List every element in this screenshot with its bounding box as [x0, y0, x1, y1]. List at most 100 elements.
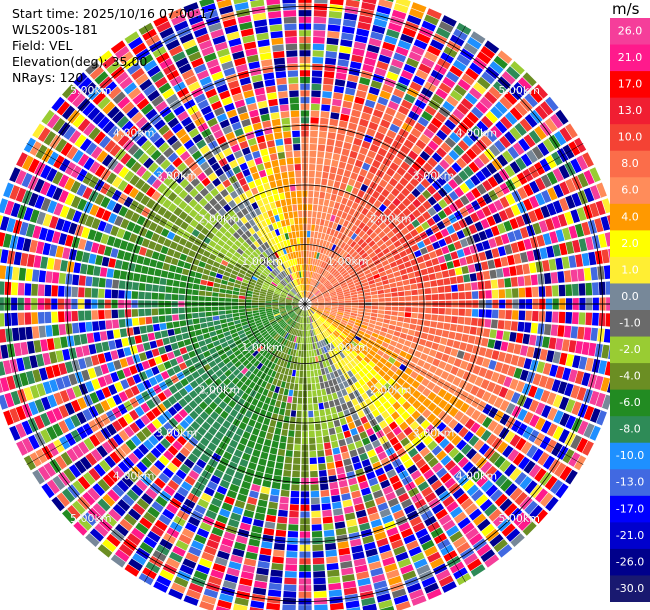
ppi-gate [257, 256, 264, 263]
ppi-gate [376, 251, 385, 259]
ppi-gate [475, 356, 484, 366]
ppi-gate [463, 325, 471, 334]
ppi-gate [179, 447, 191, 458]
ppi-gate [290, 312, 296, 318]
ppi-gate [488, 451, 501, 464]
ppi-gate [427, 196, 437, 206]
ppi-gate [533, 248, 542, 261]
ppi-gate [484, 348, 493, 359]
ppi-gate [308, 257, 311, 265]
ppi-gate [388, 575, 402, 586]
ppi-gate [448, 268, 456, 277]
ppi-gate [94, 365, 103, 377]
ppi-gate [339, 267, 346, 274]
ppi-gate [101, 256, 110, 267]
ppi-gate [141, 426, 152, 438]
ppi-gate [361, 321, 369, 326]
ppi-gate [216, 485, 228, 495]
ppi-gate [302, 330, 305, 337]
ppi-gate [487, 394, 498, 406]
ppi-gate [545, 285, 552, 297]
ppi-gate [370, 291, 378, 295]
ppi-gate [328, 17, 342, 26]
ppi-gate [476, 543, 492, 557]
ppi-gate [183, 262, 192, 270]
ppi-gate [336, 313, 343, 318]
ppi-gate [308, 316, 311, 323]
ppi-gate [195, 442, 206, 453]
ppi-gate [112, 130, 125, 143]
ppi-gate [13, 342, 22, 357]
ppi-gate [312, 315, 316, 321]
ppi-gate [58, 174, 70, 188]
ppi-gate [135, 522, 149, 535]
ppi-gate [123, 347, 132, 357]
ppi-gate [208, 533, 222, 543]
ppi-gate [451, 284, 458, 292]
ppi-gate [255, 319, 262, 325]
ppi-gate [412, 400, 422, 410]
ppi-gate [384, 77, 396, 88]
ppi-gate [133, 148, 145, 160]
ppi-gate [431, 314, 438, 321]
ppi-gate [211, 235, 220, 243]
ppi-gate [285, 286, 291, 291]
ppi-gate [363, 244, 371, 252]
ppi-gate [298, 390, 303, 398]
ppi-gate [346, 129, 356, 137]
ppi-gate [565, 469, 578, 485]
ppi-gate [162, 199, 172, 209]
ppi-gate [314, 376, 320, 384]
ppi-gate [312, 544, 324, 551]
ppi-gate [492, 212, 502, 224]
ppi-gate [296, 323, 300, 330]
ppi-gate [319, 191, 326, 199]
ppi-gate [355, 284, 363, 289]
ppi-gate [513, 367, 523, 379]
ppi-gate [402, 391, 412, 400]
ppi-gate [343, 394, 351, 403]
ppi-gate [262, 403, 269, 411]
ppi-gate [335, 405, 343, 413]
ppi-gate [212, 287, 220, 293]
ppi-gate [335, 460, 344, 468]
ppi-gate [488, 144, 501, 157]
ppi-gate [166, 462, 178, 473]
ppi-gate [329, 0, 344, 6]
ppi-gate [411, 410, 421, 420]
ppi-gate [402, 322, 410, 329]
ppi-gate [286, 317, 292, 323]
ppi-gate [317, 308, 324, 312]
ppi-gate [171, 582, 186, 594]
ppi-gate [322, 360, 327, 368]
ppi-gate [381, 235, 390, 243]
ppi-gate [295, 350, 299, 357]
ppi-gate [276, 455, 285, 463]
ppi-gate [153, 166, 164, 178]
ppi-gate [46, 426, 58, 440]
ppi-gate [83, 437, 95, 451]
ppi-gate [309, 450, 317, 458]
ppi-gate [509, 434, 521, 447]
ppi-gate [248, 404, 256, 412]
ppi-gate [377, 473, 388, 483]
ppi-gate [230, 409, 239, 418]
ppi-gate [285, 354, 290, 362]
ppi-gate [227, 338, 235, 345]
ppi-gate [341, 424, 349, 432]
ppi-gate [324, 300, 332, 303]
ppi-gate [246, 314, 253, 318]
ppi-gate [305, 330, 308, 337]
ppi-gate [459, 195, 470, 206]
ppi-gate [160, 353, 169, 363]
ppi-gate [392, 480, 403, 491]
ppi-gate [368, 360, 376, 368]
ppi-gate [130, 435, 142, 447]
ppi-gate [131, 309, 139, 317]
ppi-gate [408, 447, 419, 458]
ppi-gate [509, 467, 522, 481]
ppi-gate [341, 148, 350, 157]
ppi-gate [309, 137, 318, 144]
ppi-gate [430, 169, 440, 179]
ppi-gate [224, 369, 232, 377]
